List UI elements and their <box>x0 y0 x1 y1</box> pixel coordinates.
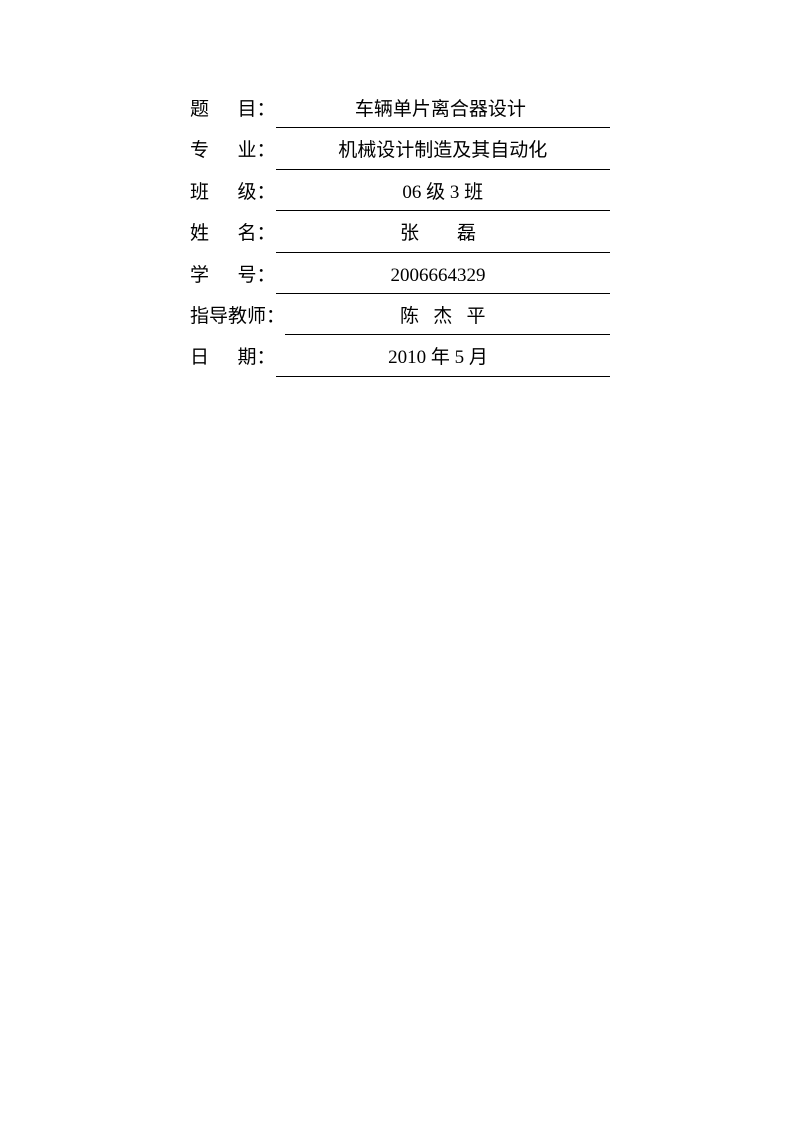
form-row-date: 日 期： 2010 年 5 月 <box>190 343 610 376</box>
label-class: 班 级： <box>190 178 276 208</box>
value-advisor: 陈 杰 平 <box>285 302 610 335</box>
cover-form: 题 目： 车辆单片离合器设计 专 业： 机械设计制造及其自动化 班 级： 06 … <box>0 0 610 377</box>
label-date: 日 期： <box>190 343 276 373</box>
form-row-class: 班 级： 06 级 3 班 <box>190 178 610 211</box>
value-class: 06 级 3 班 <box>276 178 610 211</box>
label-title: 题 目： <box>190 95 276 125</box>
form-row-name: 姓 名： 张 磊 <box>190 219 610 252</box>
value-major: 机械设计制造及其自动化 <box>276 136 610 169</box>
label-id: 学 号： <box>190 261 276 291</box>
label-advisor: 指导教师： <box>190 302 285 332</box>
label-major: 专 业： <box>190 136 276 166</box>
value-name: 张 磊 <box>276 219 610 252</box>
form-row-major: 专 业： 机械设计制造及其自动化 <box>190 136 610 169</box>
form-row-title: 题 目： 车辆单片离合器设计 <box>190 95 610 128</box>
form-row-id: 学 号： 2006664329 <box>190 261 610 294</box>
value-title: 车辆单片离合器设计 <box>276 95 610 128</box>
value-date: 2010 年 5 月 <box>276 343 610 376</box>
label-name: 姓 名： <box>190 219 276 249</box>
form-row-advisor: 指导教师： 陈 杰 平 <box>190 302 610 335</box>
value-id: 2006664329 <box>276 261 610 294</box>
